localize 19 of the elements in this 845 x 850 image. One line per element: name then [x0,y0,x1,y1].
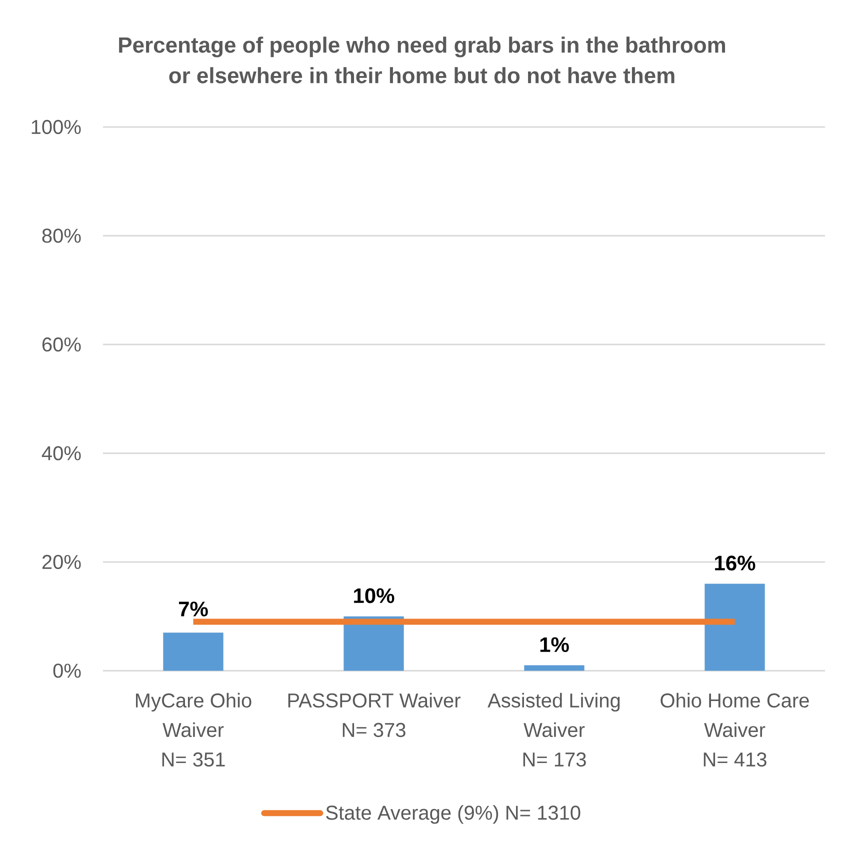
bar [163,632,224,671]
x-tick-label: Ohio Home Care Waiver N= 413 [660,692,809,767]
x-tick-label: Assisted Living Waiver N= 173 [488,692,620,767]
data-label: 7% [178,602,208,616]
y-tick-label: 100% [32,120,81,134]
y-tick-label: 0% [53,664,81,678]
chart-title: Percentage of people who need grab bars in the bathroom or elsewhere in their home but do not have them [119,36,726,84]
legend-label: State Average (9%) N= 1310 [326,805,580,824]
y-tick-label: 80% [42,228,81,243]
y-tick-label: 40% [42,446,81,460]
bar [524,665,584,671]
data-label: 1% [540,637,569,652]
y-tick-label: 20% [42,554,81,570]
bar [704,584,765,671]
data-label: 10% [354,588,394,604]
x-tick-label: PASSPORT Waiver N= 373 [288,692,460,738]
data-label: 16% [715,556,756,571]
x-tick-label: MyCare Ohio Waiver N= 351 [136,692,252,767]
y-tick-label: 60% [42,337,81,352]
